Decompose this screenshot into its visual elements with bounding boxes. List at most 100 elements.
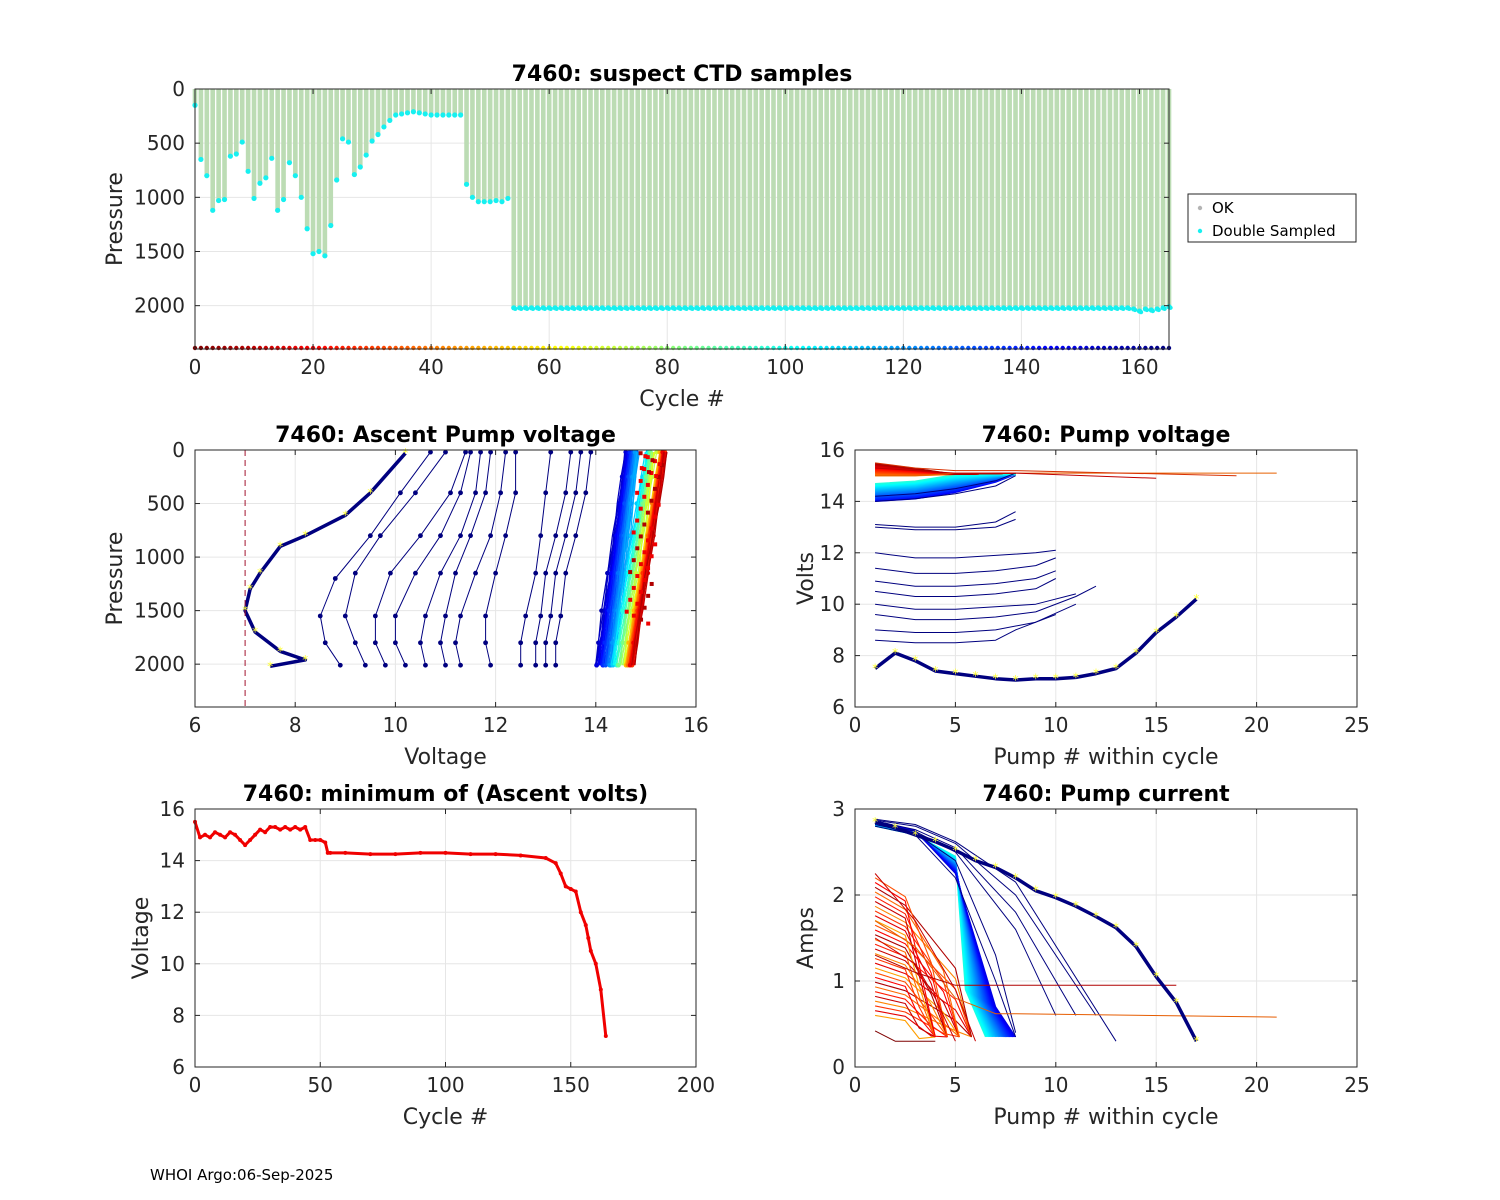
ok-sample-bar	[322, 89, 328, 256]
ascent-profile-point	[387, 570, 393, 576]
ok-sample-bar	[700, 89, 705, 308]
y-tick-label: 1000	[134, 545, 185, 569]
pump-current-line	[874, 820, 1077, 1016]
ascent-profile-point	[631, 558, 636, 563]
double-sampled-point	[896, 306, 902, 312]
minimum-voltage-point	[293, 825, 298, 830]
minimum-voltage-point	[343, 850, 348, 855]
ascent-profile-point	[513, 449, 519, 455]
ok-sample-bar	[912, 89, 918, 308]
double-sampled-point	[410, 109, 417, 115]
pump-current-line	[875, 818, 1117, 1042]
double-sampled-point	[310, 251, 316, 257]
ok-sample-bar	[357, 89, 363, 167]
y-tick-label: 16	[820, 438, 845, 462]
minimum-voltage-point	[268, 825, 273, 830]
cycle-marker	[1101, 345, 1107, 351]
latest-profile-marker: *	[257, 566, 263, 580]
cycle-marker	[883, 345, 888, 351]
ascent-profile-point	[628, 533, 634, 538]
double-sampled-point	[1162, 306, 1167, 312]
double-sampled-point	[1115, 306, 1120, 312]
ok-sample-bar	[611, 89, 617, 308]
double-sampled-point	[607, 306, 612, 312]
ok-sample-bar	[1119, 89, 1125, 308]
ascent-profile-point	[652, 459, 657, 464]
ascent-profile-point	[418, 640, 423, 646]
y-tick-label: 0	[172, 77, 185, 101]
minimum-voltage-point	[198, 835, 203, 840]
double-sampled-point	[825, 306, 831, 312]
double-sampled-point	[204, 173, 210, 179]
y-axis-label: Pressure	[103, 532, 128, 626]
ok-sample-bar	[1048, 89, 1054, 308]
ok-sample-bar	[800, 89, 806, 308]
ascent-profile-point	[653, 486, 658, 491]
cycle-marker	[257, 345, 263, 351]
x-tick-label: 120	[884, 355, 922, 379]
ok-sample-bar	[1095, 89, 1101, 308]
ok-sample-bar	[682, 89, 688, 308]
pump-current-line	[874, 929, 960, 1038]
double-sampled-point	[499, 199, 505, 205]
pump-current-line	[874, 820, 1017, 1038]
ascent-profile-point	[553, 570, 559, 576]
ascent-profile-point	[468, 533, 473, 539]
ok-sample-bar	[1089, 89, 1095, 308]
double-sampled-point	[239, 139, 245, 145]
x-tick-label: 15	[1143, 713, 1168, 737]
y-tick-label: 14	[820, 489, 845, 513]
cycle-marker	[865, 345, 871, 351]
ok-sample-bar	[517, 89, 522, 308]
ascent-profile-point	[642, 467, 647, 472]
double-sampled-point	[566, 306, 571, 312]
ok-sample-bar	[971, 89, 977, 308]
cycle-marker	[989, 345, 995, 351]
pump-current-line	[874, 915, 948, 1038]
ascent-profile-point	[352, 570, 358, 576]
y-tick-label: 500	[147, 492, 185, 516]
ascent-profile-point	[317, 613, 323, 619]
minimum-voltage-point	[308, 837, 313, 842]
cycle-marker	[759, 345, 764, 351]
ascent-profile-point	[573, 533, 579, 539]
ok-bars	[192, 89, 1172, 312]
legend-ok-label: OK	[1212, 199, 1235, 217]
double-sampled-point	[434, 112, 440, 118]
double-sampled-point	[1067, 306, 1073, 312]
ascent-profile-point	[483, 640, 488, 646]
cycle-marker	[670, 345, 676, 351]
x-axis-label: Cycle #	[403, 1105, 489, 1130]
ascent-profile-point	[645, 455, 650, 460]
ok-sample-bar	[718, 89, 723, 308]
ascent-profile-point	[631, 585, 636, 590]
x-tick-label: 16	[683, 713, 708, 737]
cycle-marker	[346, 345, 351, 351]
pump-voltage-series	[875, 462, 1277, 644]
cycle-marker	[694, 345, 699, 351]
chart-title: 7460: Pump voltage	[982, 423, 1231, 448]
pump-current-line	[874, 924, 973, 1038]
ok-sample-bar	[824, 89, 829, 308]
ascent-profile-point	[635, 574, 640, 579]
cycle-marker	[983, 345, 989, 351]
cycle-marker	[895, 345, 900, 351]
minimum-voltage-point	[393, 852, 398, 857]
latest-pump-current-marker: *	[1093, 910, 1099, 924]
double-sampled-point	[814, 306, 819, 312]
cycle-marker	[476, 345, 481, 351]
double-sampled-point	[861, 306, 866, 312]
x-axis-label: Voltage	[404, 745, 487, 770]
ascent-profile-point	[638, 451, 643, 456]
ok-sample-bar	[635, 89, 641, 308]
ok-sample-bar	[1101, 89, 1107, 308]
double-sampled-point	[997, 306, 1002, 312]
cycle-marker	[464, 345, 469, 351]
ascent-profile-point	[478, 449, 483, 455]
ok-sample-bar	[487, 89, 493, 202]
ascent-profile-point	[538, 613, 544, 619]
cycle-marker	[753, 345, 758, 351]
cycle-marker	[582, 345, 587, 351]
ok-sample-bar	[1025, 89, 1030, 308]
ascent-profile-point	[635, 518, 640, 523]
